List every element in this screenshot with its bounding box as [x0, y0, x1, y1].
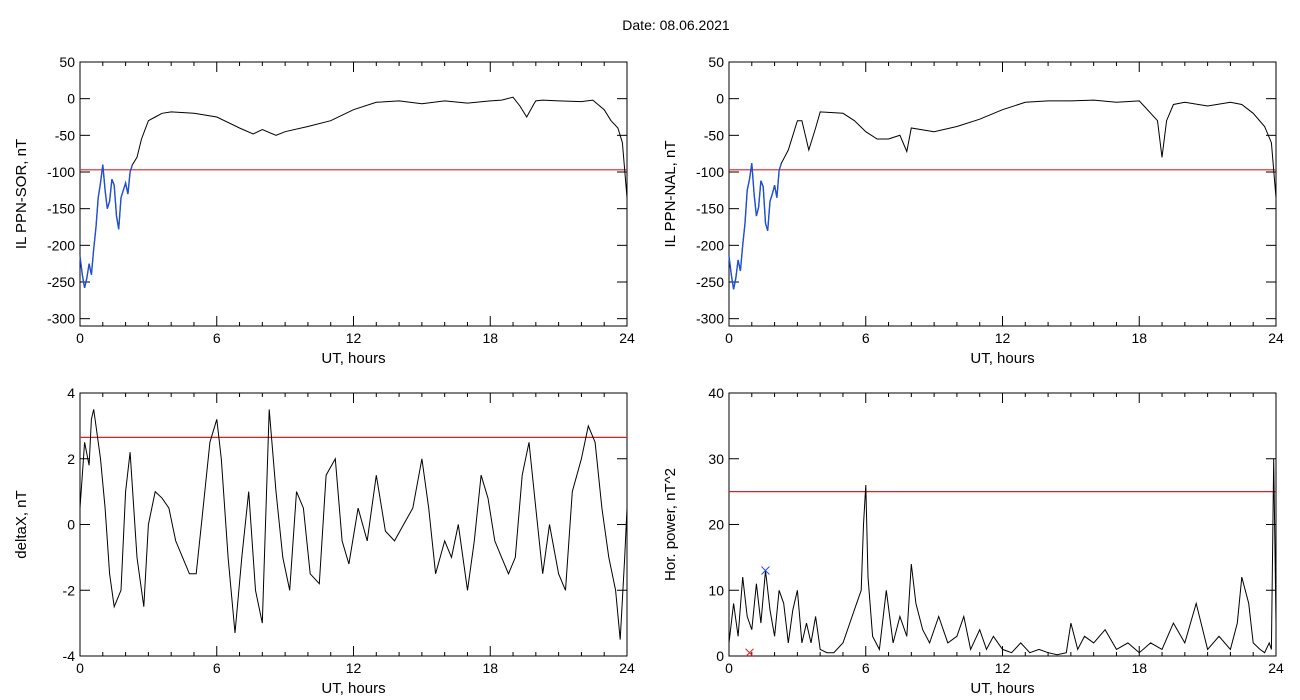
figure-title: Date: 08.06.2021: [622, 17, 730, 33]
plot-frame: [728, 61, 1277, 327]
series-line: [79, 96, 628, 289]
x-tick-label: 12: [346, 330, 362, 346]
x-marker: [761, 566, 770, 575]
y-tick-label: 0: [67, 517, 75, 533]
x-tick-label: 0: [76, 330, 84, 346]
y-tick-label: 50: [708, 54, 724, 70]
y-tick-label: -300: [47, 311, 75, 327]
y-axis-label: IL PPN-SOR, nT: [13, 139, 30, 249]
y-tick-label: 10: [708, 582, 724, 598]
x-tick-label: 6: [862, 330, 870, 346]
y-tick-label: -4: [63, 648, 76, 664]
plot-frame: [79, 61, 628, 327]
y-tick-label: 0: [716, 648, 724, 664]
x-axis-label: UT, hours: [321, 680, 385, 697]
y-tick-label: 20: [708, 517, 724, 533]
x-tick-label: 12: [995, 660, 1011, 676]
x-tick-label: 6: [862, 660, 870, 676]
y-tick-label: -100: [696, 164, 724, 180]
plot-frame: [728, 392, 1277, 657]
x-tick-label: 24: [619, 330, 635, 346]
y-tick-label: 4: [67, 385, 75, 401]
x-tick-label: 12: [346, 660, 362, 676]
series-line: [728, 99, 1277, 290]
y-tick-label: -150: [47, 201, 75, 217]
highlight-segment: [728, 162, 783, 290]
x-tick-label: 18: [1131, 660, 1147, 676]
y-tick-label: 40: [708, 385, 724, 401]
chart-p2: 0 6 12 18 24 -300 -250 -200 -150 -100 -50 0 50 UT, ho…: [662, 54, 1284, 367]
x-marker-stroke: [745, 648, 754, 658]
x-marker: [745, 648, 754, 658]
y-tick-label: 0: [716, 91, 724, 107]
x-tick-label: 0: [725, 660, 733, 676]
chart-p1: 0 6 12 18 24 -300 -250 -200 -150 -100 -50 0 50 UT, ho…: [13, 54, 635, 367]
x-tick-label: 24: [1268, 660, 1284, 676]
plot-frame: [79, 392, 628, 657]
y-tick-label: -250: [696, 274, 724, 290]
x-axis-label: UT, hours: [970, 350, 1034, 367]
y-tick-label: -200: [47, 237, 75, 253]
x-tick-label: 18: [482, 660, 498, 676]
x-axis-label: UT, hours: [321, 350, 385, 367]
y-tick-label: 30: [708, 451, 724, 467]
y-tick-label: -50: [55, 127, 75, 143]
y-tick-label: -250: [47, 274, 75, 290]
x-tick-label: 0: [725, 330, 733, 346]
x-tick-label: 12: [995, 330, 1011, 346]
x-tick-label: 24: [1268, 330, 1284, 346]
highlight-segment: [79, 164, 134, 289]
y-axis-label: deltaX, nT: [13, 490, 30, 558]
y-tick-label: 2: [67, 451, 75, 467]
y-tick-label: 0: [67, 91, 75, 107]
x-tick-label: 24: [619, 660, 635, 676]
series-line: [728, 458, 1277, 656]
x-tick-label: 6: [213, 330, 221, 346]
x-tick-label: 18: [482, 330, 498, 346]
chart-p4: 0 6 12 18 24 0 10 20 30 40 UT, hours Hor. power, nT…: [662, 385, 1284, 697]
x-tick-label: 18: [1131, 330, 1147, 346]
y-tick-label: -200: [696, 237, 724, 253]
y-axis-label: Hor. power, nT^2: [662, 468, 679, 581]
x-tick-label: 0: [76, 660, 84, 676]
series-line: [79, 409, 628, 640]
y-tick-label: -100: [47, 164, 75, 180]
y-axis-label: IL PPN-NAL, nT: [662, 141, 679, 248]
y-tick-label: -2: [63, 582, 76, 598]
y-tick-label: 50: [59, 54, 75, 70]
y-tick-label: -150: [696, 201, 724, 217]
y-tick-label: -50: [704, 127, 724, 143]
y-tick-label: -300: [696, 311, 724, 327]
x-axis-label: UT, hours: [970, 680, 1034, 697]
x-tick-label: 6: [213, 660, 221, 676]
x-marker-stroke: [761, 566, 770, 575]
